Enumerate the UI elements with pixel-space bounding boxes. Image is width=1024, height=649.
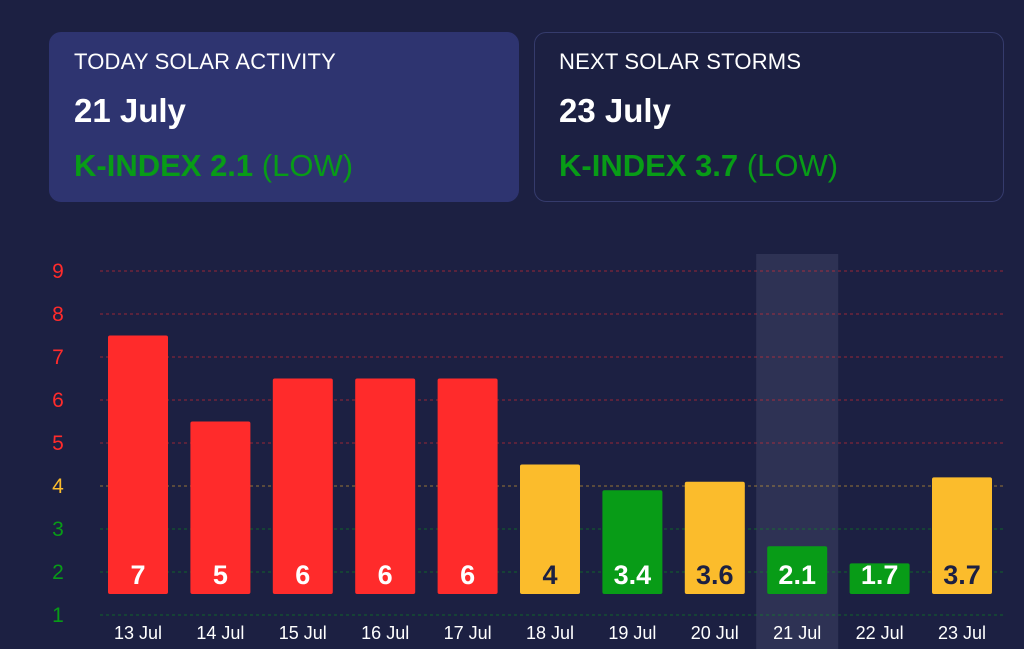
y-tick-label: 9	[52, 260, 64, 283]
bar-value-label: 1.7	[861, 560, 899, 590]
x-tick-label: 21 Jul	[773, 623, 821, 643]
y-tick-label: 8	[52, 303, 64, 326]
bar-value-label: 3.7	[943, 560, 981, 590]
y-tick-label: 1	[52, 604, 64, 627]
next-storms-date: 23 July	[559, 92, 671, 129]
x-tick-label: 22 Jul	[856, 623, 904, 643]
bar	[355, 378, 416, 594]
bar	[849, 563, 910, 594]
y-tick-label: 4	[52, 475, 64, 498]
today-activity-card: TODAY SOLAR ACTIVITY 21 July K-INDEX 2.1…	[49, 32, 519, 202]
bar-value-label: 2.1	[778, 560, 816, 590]
bar-value-label: 3.4	[614, 560, 652, 590]
bar	[767, 546, 828, 594]
next-k-index: K-INDEX 3.7 (LOW)	[559, 148, 838, 184]
bar	[108, 335, 168, 594]
y-tick-label: 3	[52, 518, 64, 541]
next-k-index-level: (LOW)	[746, 148, 839, 183]
bar-value-label: 6	[295, 560, 310, 590]
today-k-index-level: (LOW)	[261, 148, 354, 183]
bar-value-label: 4	[542, 560, 557, 590]
x-tick-label: 18 Jul	[526, 623, 574, 643]
next-storms-card: NEXT SOLAR STORMS 23 July K-INDEX 3.7 (L…	[534, 32, 1004, 202]
y-tick-label: 6	[52, 389, 64, 412]
bar	[684, 481, 745, 594]
x-tick-label: 17 Jul	[444, 623, 492, 643]
bar-value-label: 7	[130, 560, 145, 590]
x-tick-label: 14 Jul	[196, 623, 244, 643]
bar	[272, 378, 333, 594]
x-tick-label: 13 Jul	[114, 623, 162, 643]
x-tick-label: 19 Jul	[608, 623, 656, 643]
y-tick-label: 2	[52, 561, 64, 584]
bar-value-label: 5	[213, 560, 228, 590]
bar	[437, 378, 498, 594]
today-k-index-value: K-INDEX 2.1	[74, 148, 254, 183]
bar	[190, 421, 251, 594]
y-tick-label: 5	[52, 432, 64, 455]
next-storms-title: NEXT SOLAR STORMS	[559, 49, 802, 74]
x-tick-label: 20 Jul	[691, 623, 739, 643]
x-tick-label: 16 Jul	[361, 623, 409, 643]
bar	[520, 464, 580, 594]
bar-value-label: 6	[378, 560, 393, 590]
bar-value-label: 3.6	[696, 560, 734, 590]
bar-value-label: 6	[460, 560, 475, 590]
bar	[602, 490, 663, 594]
y-tick-label: 7	[52, 346, 64, 369]
next-k-index-value: K-INDEX 3.7	[559, 148, 739, 183]
x-tick-label: 23 Jul	[938, 623, 986, 643]
today-activity-date: 21 July	[74, 92, 186, 129]
today-activity-title: TODAY SOLAR ACTIVITY	[74, 49, 336, 74]
today-k-index: K-INDEX 2.1 (LOW)	[74, 148, 353, 184]
bar	[932, 477, 992, 594]
x-tick-label: 15 Jul	[279, 623, 327, 643]
